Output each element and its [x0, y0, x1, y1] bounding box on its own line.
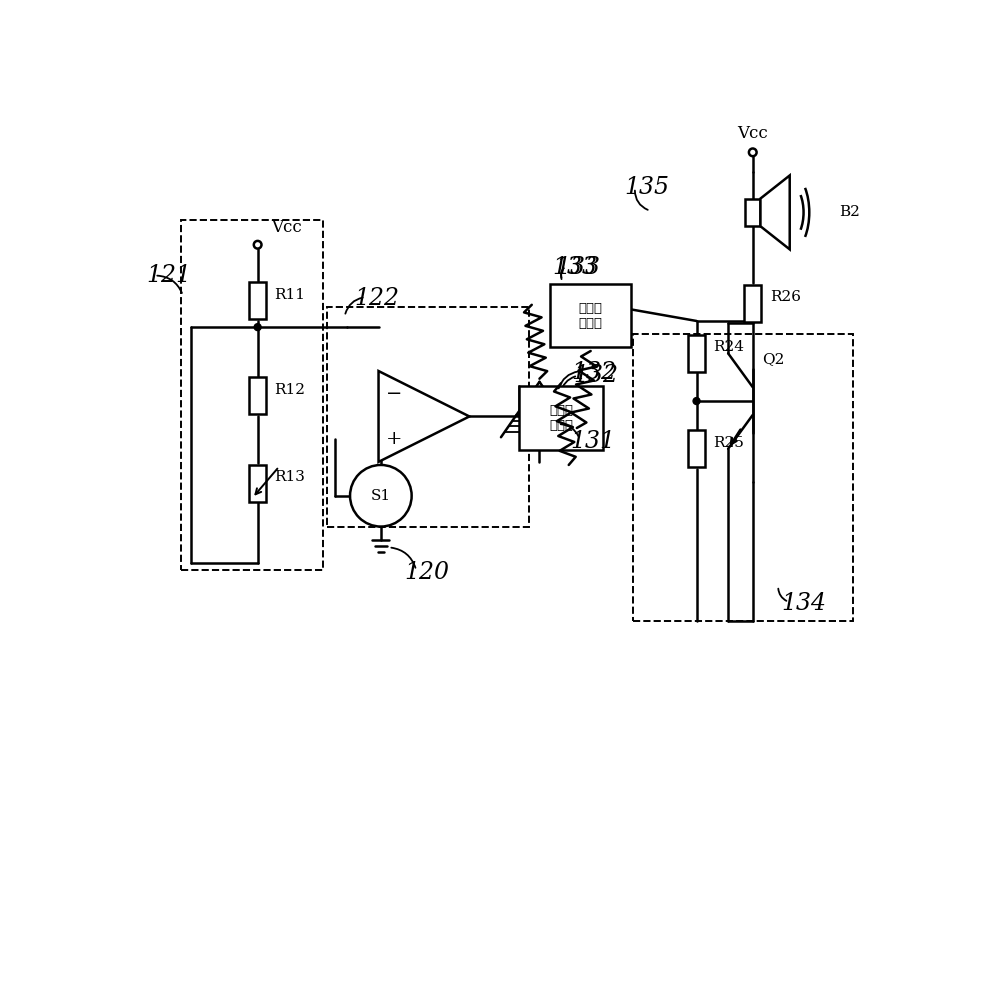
Text: 121: 121: [146, 264, 191, 287]
Bar: [249, 377, 266, 414]
Text: 135: 135: [625, 176, 669, 199]
Text: 132: 132: [572, 361, 617, 384]
Bar: [327, 307, 528, 527]
Text: 131: 131: [571, 430, 616, 453]
Circle shape: [350, 465, 411, 527]
Text: Q2: Q2: [762, 352, 785, 366]
Bar: [550, 284, 631, 347]
Text: R12: R12: [275, 382, 305, 396]
Text: 133: 133: [555, 256, 600, 279]
Text: R11: R11: [275, 288, 305, 302]
Text: R25: R25: [714, 436, 744, 450]
Text: 134: 134: [782, 592, 826, 615]
Text: S1: S1: [371, 489, 391, 503]
Text: Vcc: Vcc: [271, 219, 302, 236]
Bar: [744, 285, 761, 322]
Text: R13: R13: [275, 470, 305, 484]
Text: +: +: [386, 430, 403, 448]
Bar: [249, 282, 266, 319]
Text: 122: 122: [355, 287, 400, 310]
Text: 信号发
送装置: 信号发 送装置: [549, 404, 573, 432]
Bar: [249, 465, 266, 502]
Bar: [745, 199, 760, 226]
Text: R26: R26: [770, 290, 800, 304]
Circle shape: [693, 398, 700, 405]
Bar: [688, 335, 705, 372]
Text: 120: 120: [404, 561, 449, 584]
Text: 信号接
收装置: 信号接 收装置: [578, 302, 603, 330]
Circle shape: [254, 324, 261, 331]
Text: Vcc: Vcc: [737, 125, 768, 142]
Bar: [688, 430, 705, 467]
Bar: [181, 220, 323, 570]
Text: 133: 133: [553, 256, 598, 279]
Polygon shape: [378, 371, 469, 462]
Polygon shape: [760, 175, 790, 249]
Text: R24: R24: [714, 340, 744, 354]
Bar: [519, 386, 603, 450]
Text: 132: 132: [573, 364, 619, 387]
Bar: [633, 334, 852, 620]
Text: −: −: [386, 385, 402, 403]
Text: B2: B2: [839, 205, 860, 219]
